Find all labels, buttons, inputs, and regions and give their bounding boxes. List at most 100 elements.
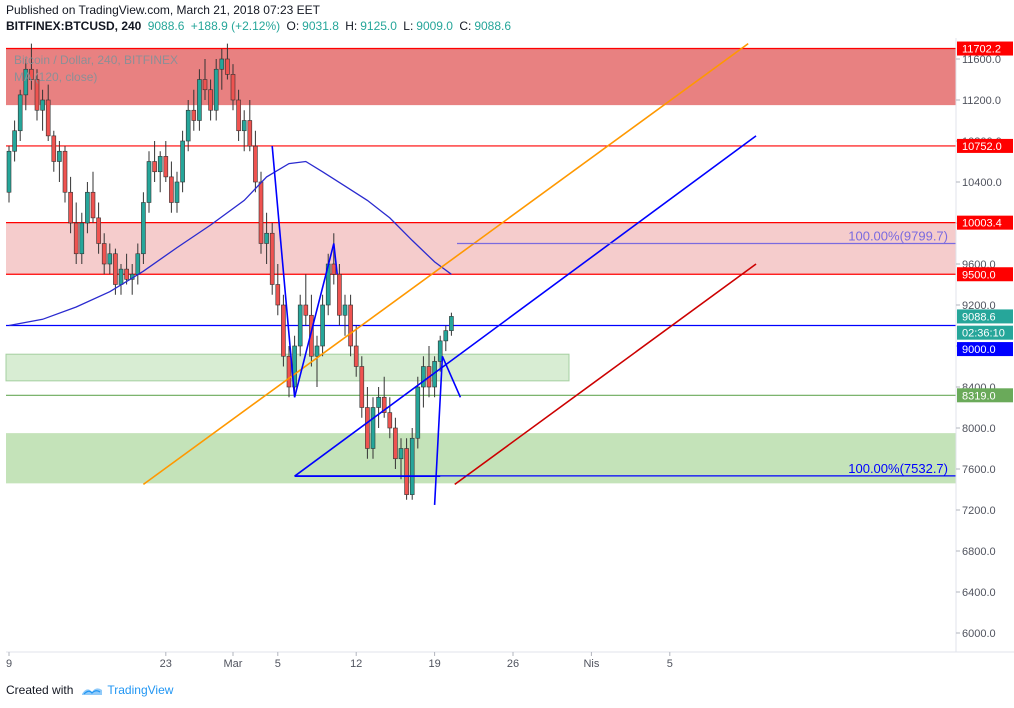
candle: [303, 274, 309, 326]
candle-body: [342, 304, 348, 316]
price-flags: 11702.2 10752.0 10003.4 9500.0 9088.6 02:36:1…: [957, 41, 1013, 403]
last-price: 9088.6: [147, 19, 185, 33]
candle: [230, 64, 236, 111]
candle-body: [381, 396, 387, 413]
symbol-line: BITFINEX:BTCUSD, 240 9088.6 +188.9 (+2.1…: [6, 18, 1006, 34]
price-flag-bg: [957, 388, 1013, 403]
candle: [353, 325, 359, 377]
candle-body: [202, 79, 208, 91]
candle-body: [331, 263, 337, 275]
candle-body: [85, 191, 90, 224]
candle: [404, 438, 409, 500]
candle-body: [320, 304, 325, 347]
price-flag-bg: [957, 325, 1013, 340]
candle-body: [157, 156, 163, 173]
candle: [197, 69, 202, 131]
candle-body: [185, 109, 191, 142]
candle: [264, 212, 269, 264]
candle-body: [348, 304, 353, 347]
candle-body: [253, 145, 258, 183]
candle-body: [51, 135, 57, 162]
candle-body: [146, 161, 152, 203]
candle: [73, 202, 79, 264]
zone-resistance-mid: [6, 222, 956, 275]
candle: [359, 356, 365, 418]
candle-body: [359, 366, 365, 408]
x-tick-label: 26: [507, 658, 519, 670]
candle-body: [174, 181, 180, 203]
symbol-name[interactable]: BITFINEX:BTCUSD, 240: [6, 19, 142, 33]
candle: [107, 243, 113, 275]
x-tick-label: 19: [428, 658, 440, 670]
candle: [241, 110, 247, 152]
fib-label-1: 100.00%(7532.7): [848, 461, 948, 476]
candle: [398, 438, 404, 480]
x-tick-label: 12: [350, 658, 362, 670]
candle: [85, 182, 90, 234]
price-flag-label: 9500.0: [962, 269, 996, 281]
candle-body: [437, 340, 443, 362]
candle-body: [107, 253, 113, 265]
candle-body: [264, 232, 269, 244]
candle-body: [6, 150, 12, 193]
candle-body: [275, 284, 281, 306]
candle-body: [68, 191, 73, 224]
candle: [6, 146, 12, 203]
price-flag-label: 8319.0: [962, 390, 996, 402]
price-flag-bg: [957, 309, 1013, 324]
candle-body: [365, 407, 370, 449]
candle: [40, 89, 45, 131]
fib-labels-layer: 100.00%(9799.7) 100.00%(7532.7): [294, 229, 956, 477]
candle: [337, 264, 342, 326]
low-label: L:: [403, 19, 414, 33]
candle: [320, 294, 325, 357]
candle: [23, 59, 29, 111]
candle: [409, 428, 415, 500]
open-label: O:: [286, 19, 300, 33]
candle-body: [449, 316, 454, 331]
candle-body: [135, 253, 141, 275]
plot-area[interactable]: [6, 38, 956, 652]
chart-header: Published on TradingView.com, March 21, …: [6, 2, 1006, 34]
tradingview-link[interactable]: TradingView: [81, 681, 173, 699]
candle-body: [57, 150, 62, 162]
candle: [169, 161, 174, 213]
candles-layer: [6, 43, 454, 500]
candle: [113, 248, 118, 295]
candle-body: [113, 253, 118, 285]
candle-body: [415, 386, 421, 439]
candle: [253, 130, 258, 193]
candle-body: [309, 314, 314, 357]
candle-body: [118, 268, 124, 285]
candle-body: [141, 202, 146, 255]
candle: [437, 335, 443, 372]
legend-series: Bitcoin / Dollar, 240, BITFINEX: [14, 53, 178, 67]
x-axis-ticks: 9 23 Mar 5 12 19 26 Nis 5: [6, 652, 673, 670]
y-tick-label: 7200.0: [962, 505, 996, 517]
pattern-line-2: [433, 355, 462, 505]
candle-body: [124, 268, 129, 280]
fib-label-0: 100.00%(9799.7): [848, 229, 948, 244]
price-flag-label: 10003.4: [962, 218, 1002, 230]
candle-body: [152, 161, 157, 173]
candle: [314, 335, 320, 387]
tradingview-brand: TradingView: [107, 683, 174, 697]
candle-body: [258, 181, 264, 244]
high-label: H:: [345, 19, 358, 33]
candle-body: [297, 304, 303, 347]
price-flag-label: 10752.0: [962, 141, 1002, 153]
candle: [12, 120, 17, 162]
time-axis[interactable]: [6, 653, 956, 671]
close-value: 9088.6: [474, 19, 512, 33]
close-label: C:: [459, 19, 472, 33]
candle: [79, 212, 85, 264]
price-flag-bg: [957, 267, 1013, 282]
candle-body: [213, 68, 219, 111]
candle-body: [409, 437, 415, 495]
candle-body: [79, 222, 85, 255]
candle-body: [12, 130, 17, 152]
price-flag-label: 9088.6: [962, 311, 996, 323]
candle: [275, 264, 281, 316]
candle: [146, 151, 152, 213]
